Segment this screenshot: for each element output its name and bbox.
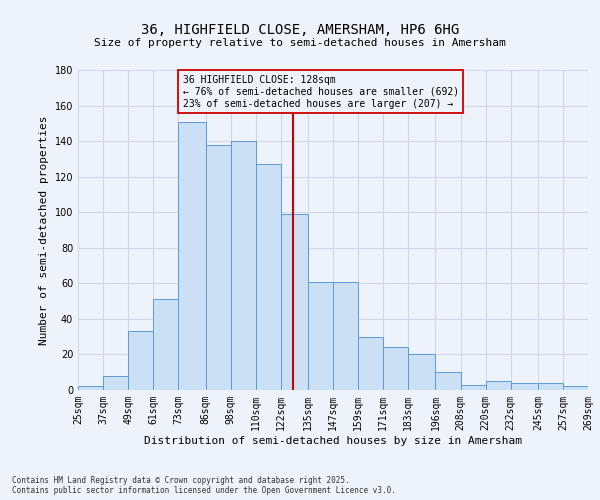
Text: Contains HM Land Registry data © Crown copyright and database right 2025.
Contai: Contains HM Land Registry data © Crown c…: [12, 476, 396, 495]
Bar: [333, 282, 358, 390]
Bar: [383, 348, 408, 390]
Bar: [563, 386, 588, 390]
Text: 36, HIGHFIELD CLOSE, AMERSHAM, HP6 6HG: 36, HIGHFIELD CLOSE, AMERSHAM, HP6 6HG: [141, 22, 459, 36]
Bar: [308, 282, 333, 390]
Bar: [511, 383, 538, 390]
Bar: [461, 384, 485, 390]
Bar: [230, 141, 256, 390]
Bar: [178, 122, 206, 390]
Text: 36 HIGHFIELD CLOSE: 128sqm
← 76% of semi-detached houses are smaller (692)
23% o: 36 HIGHFIELD CLOSE: 128sqm ← 76% of semi…: [182, 76, 458, 108]
Bar: [103, 376, 128, 390]
Bar: [256, 164, 281, 390]
Bar: [78, 386, 103, 390]
Bar: [205, 144, 230, 390]
Y-axis label: Number of semi-detached properties: Number of semi-detached properties: [39, 116, 49, 345]
Bar: [538, 383, 563, 390]
Bar: [153, 300, 178, 390]
Bar: [485, 381, 511, 390]
Bar: [408, 354, 436, 390]
Bar: [281, 214, 308, 390]
Bar: [436, 372, 461, 390]
Bar: [128, 332, 153, 390]
Bar: [358, 336, 383, 390]
Text: Size of property relative to semi-detached houses in Amersham: Size of property relative to semi-detach…: [94, 38, 506, 48]
X-axis label: Distribution of semi-detached houses by size in Amersham: Distribution of semi-detached houses by …: [144, 436, 522, 446]
